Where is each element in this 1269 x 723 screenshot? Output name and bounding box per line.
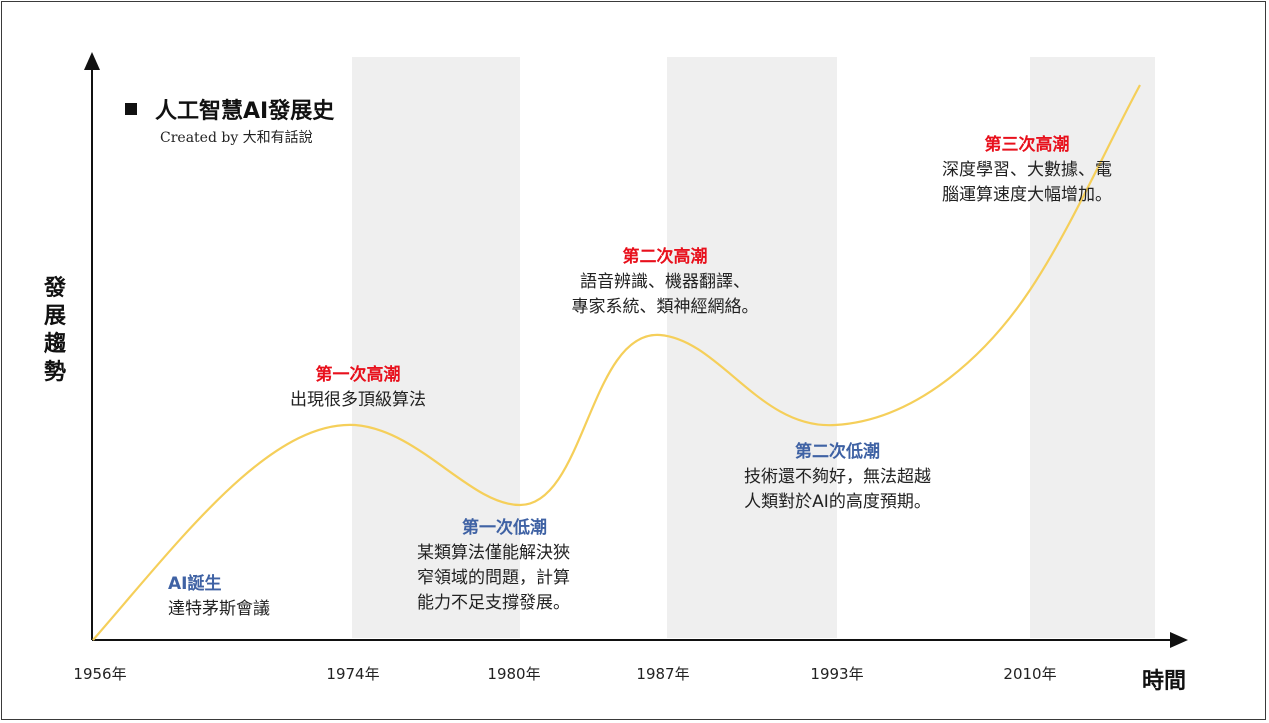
title-bullet-icon xyxy=(125,103,137,115)
tick-label-2010: 2010年 xyxy=(1003,665,1057,683)
annotation-title: 第一次高潮 xyxy=(315,365,401,385)
annotation-first-trough: 第一次低潮 某類算法僅能解決狹 窄領域的問題，計算 能力不足支撐發展。 xyxy=(417,516,570,616)
annotation-line: 達特茅斯會議 xyxy=(168,599,270,619)
annotation-line: 人類對於AI的高度預期。 xyxy=(744,492,931,512)
annotation-second-trough: 第二次低潮 技術還不夠好，無法超越 人類對於AI的高度預期。 xyxy=(705,440,970,515)
tick-label-1980: 1980年 xyxy=(487,665,541,683)
annotation-line: 語音辨識、機器翻譯、 xyxy=(580,272,750,292)
annotation-ai-birth: AI誕生 達特茅斯會議 xyxy=(168,572,270,622)
annotation-title: 第二次低潮 xyxy=(795,442,880,462)
y-axis-label-char: 勢 xyxy=(43,360,66,385)
annotation-title: 第一次低潮 xyxy=(462,518,547,538)
annotation-title: 第二次高潮 xyxy=(622,247,708,267)
x-axis-label: 時間 xyxy=(1142,669,1187,694)
tick-label-1974: 1974年 xyxy=(326,665,380,683)
tick-label-1993: 1993年 xyxy=(810,665,864,683)
credit-text: Created by 大和有話說 xyxy=(160,130,313,146)
trend-curve xyxy=(92,84,1141,641)
annotation-line: 能力不足支撐發展。 xyxy=(417,593,570,613)
annotation-line: 出現很多頂級算法 xyxy=(290,390,426,410)
y-axis-label-char: 發 xyxy=(43,276,66,301)
tick-label-1987: 1987年 xyxy=(636,665,690,683)
annotation-line: 專家系統、類神經網絡。 xyxy=(571,297,759,317)
annotation-title: 第三次高潮 xyxy=(984,135,1070,155)
period-band-1974-1980 xyxy=(352,57,520,638)
annotation-second-peak: 第二次高潮 語音辨識、機器翻譯、 專家系統、類神經網絡。 xyxy=(540,245,790,320)
annotation-line: 窄領域的問題，計算 xyxy=(417,568,570,588)
annotation-line: 腦運算速度大幅增加。 xyxy=(942,185,1112,205)
chart-title: 人工智慧AI發展史 xyxy=(155,99,335,124)
annotation-line: 某類算法僅能解決狹 xyxy=(417,543,570,563)
annotation-first-peak: 第一次高潮 出現很多頂級算法 xyxy=(268,363,448,413)
annotation-line: 技術還不夠好，無法超越 xyxy=(744,467,931,487)
annotation-line: 深度學習、大數據、電 xyxy=(942,160,1112,180)
y-axis-label: 發 展 趨 勢 xyxy=(40,275,70,387)
period-band-2010-present xyxy=(1030,57,1155,638)
annotation-third-peak: 第三次高潮 深度學習、大數據、電 腦運算速度大幅增加。 xyxy=(912,133,1142,208)
tick-label-1956: 1956年 xyxy=(73,665,127,683)
annotation-title: AI誕生 xyxy=(168,574,222,594)
title-block: 人工智慧AI發展史 xyxy=(125,93,334,125)
y-axis-label-char: 趨 xyxy=(43,332,66,357)
y-axis-label-char: 展 xyxy=(43,304,66,329)
